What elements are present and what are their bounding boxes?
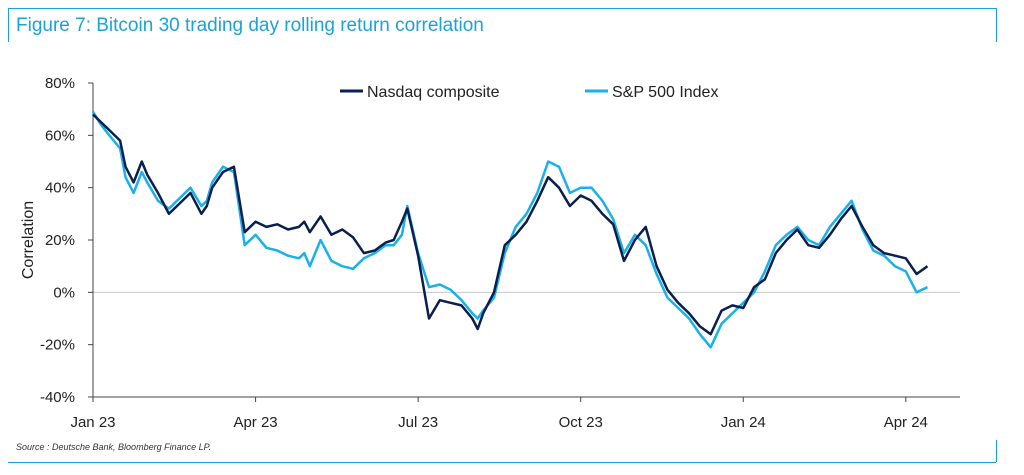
legend: Nasdaq composite S&P 500 Index	[340, 84, 718, 101]
legend-label-sp500: S&P 500 Index	[612, 84, 718, 101]
x-tick-label: Apr 23	[233, 414, 277, 431]
x-tick-label: Apr 24	[884, 414, 928, 431]
series-line-sp500	[91, 111, 929, 349]
y-tick-label: -40%	[40, 389, 75, 406]
frame-bottom-right-rule	[996, 440, 997, 462]
y-tick-label: -20%	[40, 337, 75, 354]
x-tick-label: Oct 23	[559, 414, 603, 431]
y-tick-label: 40%	[45, 180, 75, 197]
x-tick-label: Jul 23	[398, 414, 438, 431]
source-note: Source : Deutsche Bank, Bloomberg Financ…	[16, 442, 211, 452]
chart-title: Figure 7: Bitcoin 30 trading day rolling…	[16, 15, 484, 36]
legend-label-nasdaq: Nasdaq composite	[367, 84, 500, 101]
frame-left-rule	[8, 8, 9, 42]
frame-top-rule	[8, 8, 996, 9]
y-axis-title: Correlation	[20, 201, 37, 279]
y-tick-label: 80%	[45, 75, 75, 92]
series-line-nasdaq	[92, 113, 929, 336]
y-tick-label: 20%	[45, 232, 75, 249]
y-tick-label: 0%	[53, 284, 75, 301]
y-tick-label: 60%	[45, 127, 75, 144]
frame-right-rule	[996, 8, 997, 42]
x-tick-label: Jan 23	[70, 414, 115, 431]
x-tick-label: Jan 24	[721, 414, 766, 431]
frame-bottom-rule	[8, 462, 996, 463]
